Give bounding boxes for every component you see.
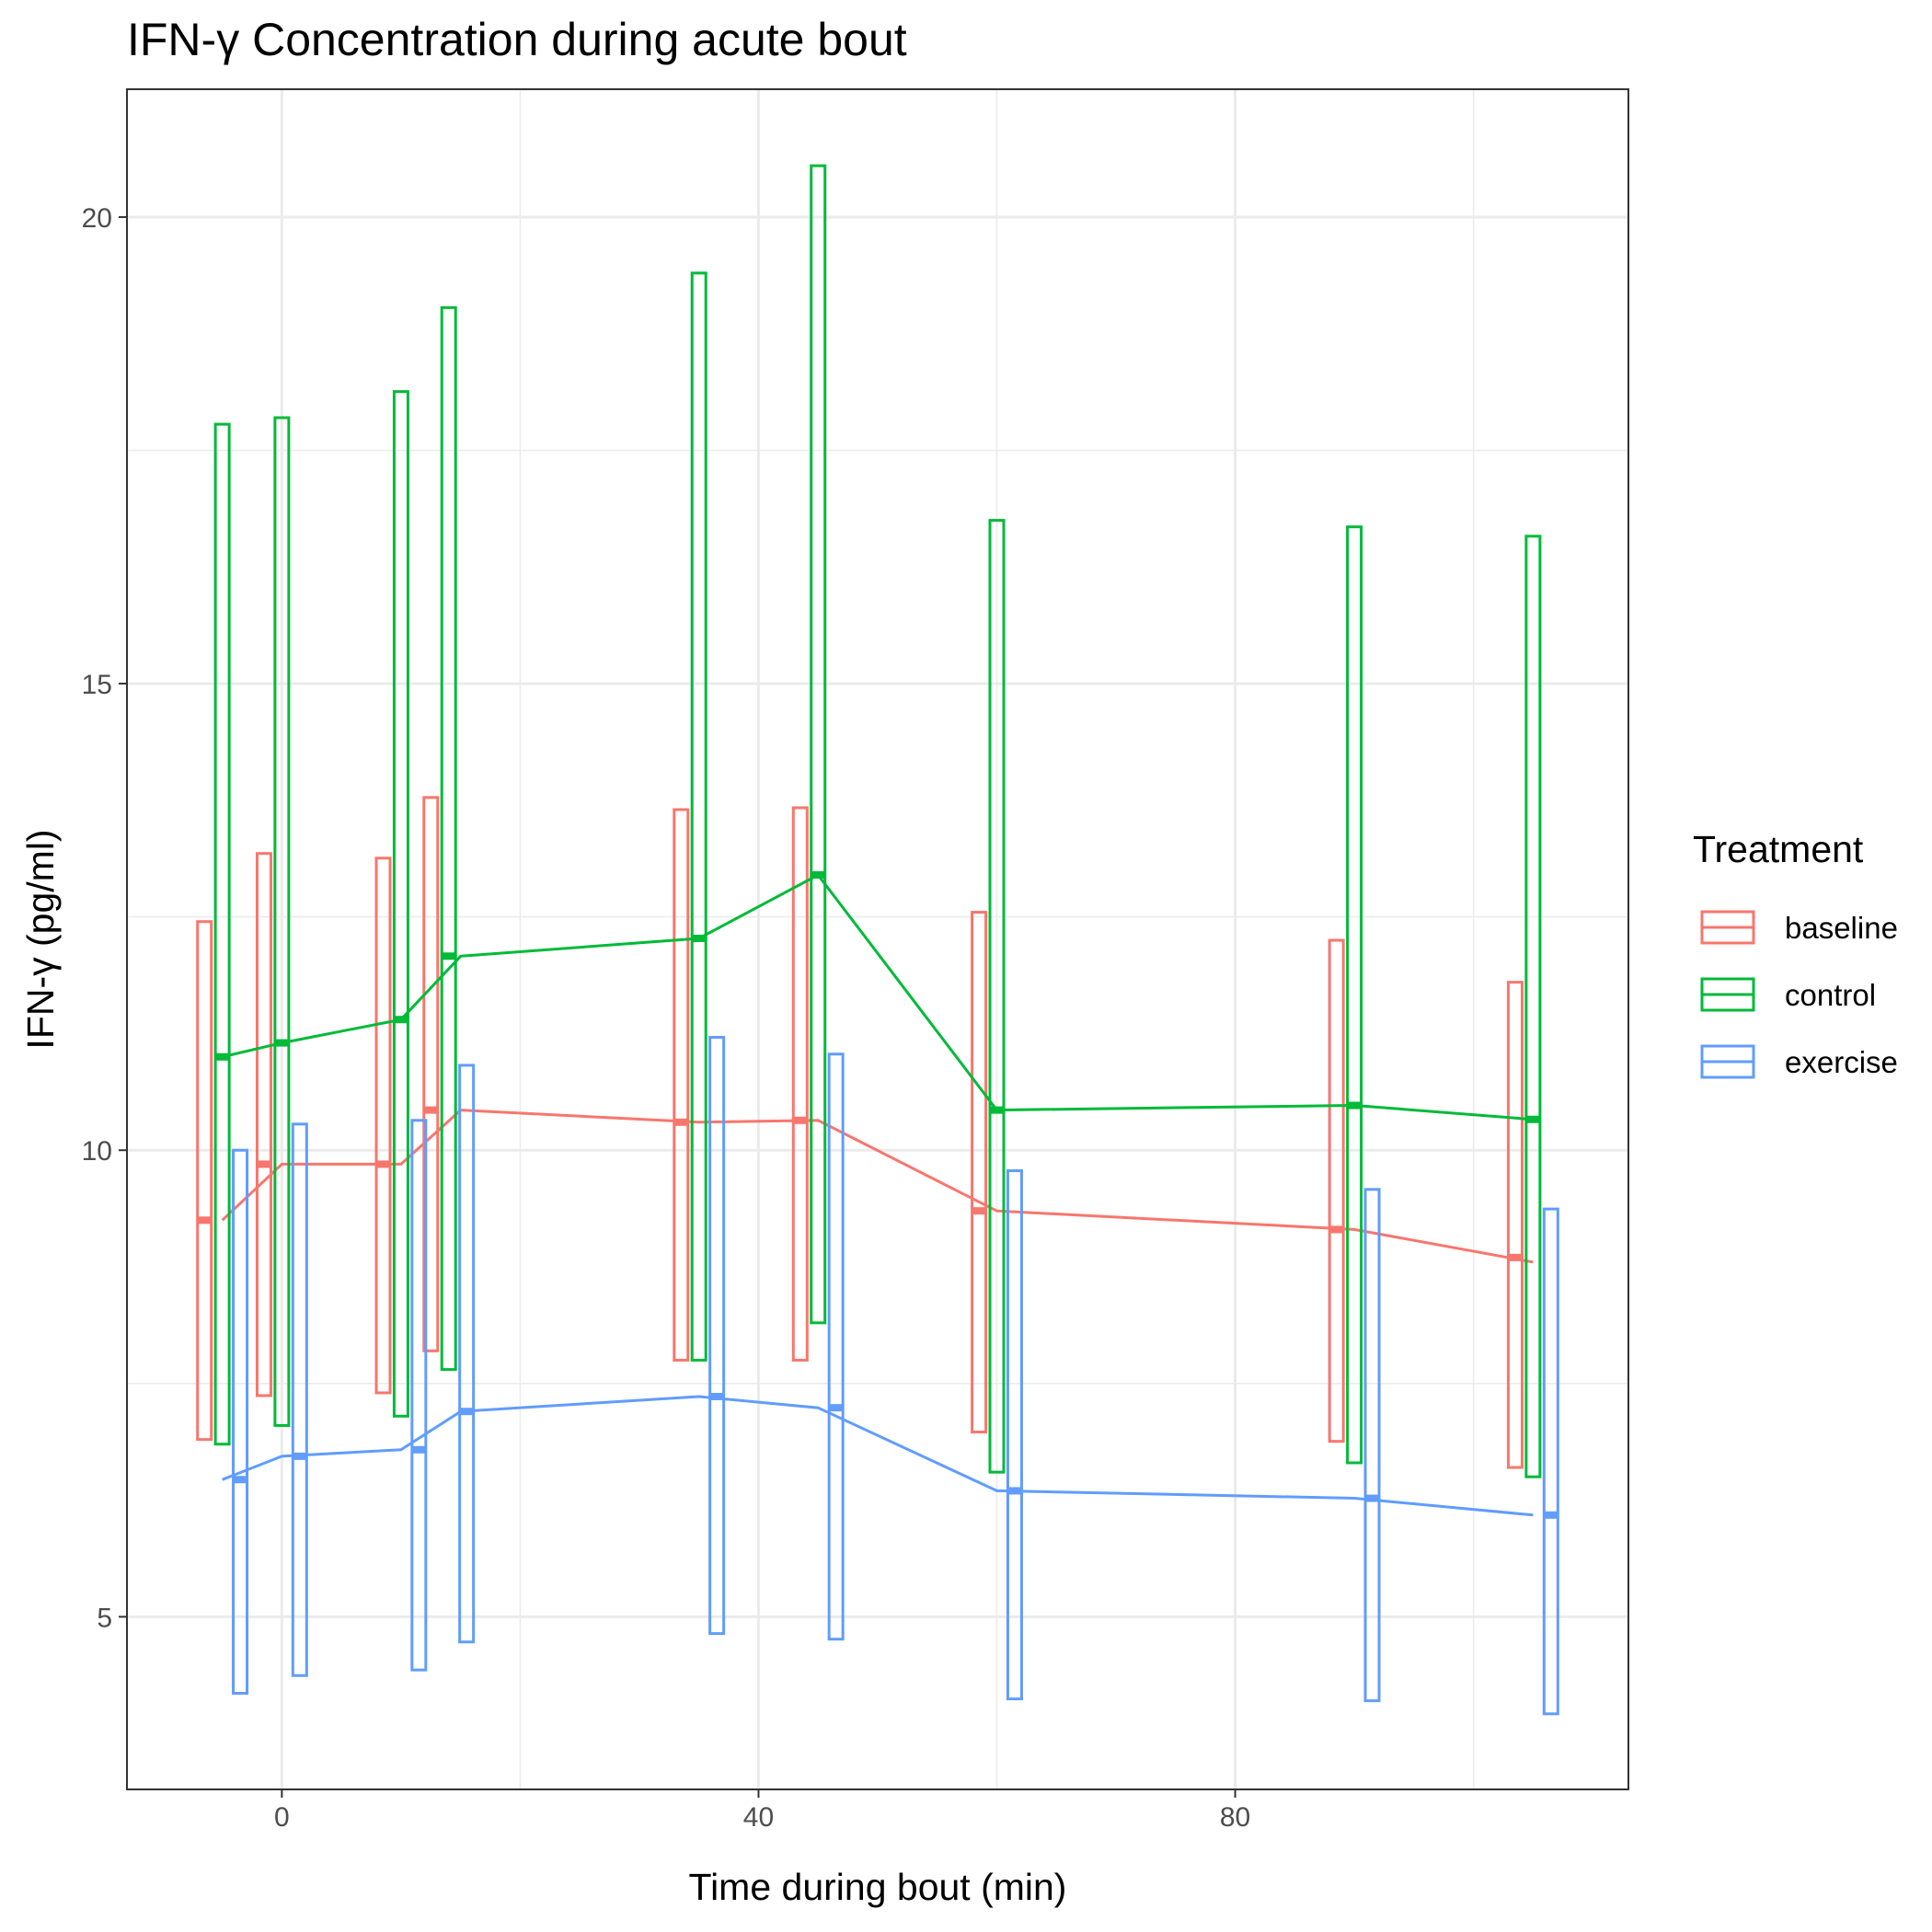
y-tick-label: 5	[97, 1603, 112, 1633]
error-box-control	[810, 164, 827, 1325]
y-tick-label: 15	[82, 670, 112, 700]
error-box-baseline	[196, 920, 213, 1442]
y-tick-label: 10	[82, 1136, 112, 1167]
error-box-baseline	[971, 911, 988, 1434]
error-box-exercise	[232, 1148, 249, 1696]
series-baseline	[196, 796, 1534, 1469]
x-axis-title: Time during bout (min)	[689, 1866, 1067, 1908]
error-box-baseline	[673, 808, 690, 1362]
axes: 0 40 80 5 10 15 20	[82, 203, 1251, 1833]
panel-border	[126, 88, 1629, 1790]
legend-label-exercise: exercise	[1785, 1045, 1898, 1079]
error-box-baseline	[255, 852, 272, 1397]
chart-title: IFN-γ Concentration during acute bout	[127, 14, 907, 65]
plot-area	[196, 164, 1559, 1716]
error-box-exercise	[410, 1119, 428, 1672]
error-box-baseline	[1328, 938, 1345, 1443]
error-box-control	[1346, 525, 1363, 1465]
series-line-exercise	[222, 1395, 1534, 1517]
error-box-control	[273, 416, 291, 1427]
error-box-baseline	[422, 796, 440, 1352]
legend-label-baseline: baseline	[1785, 911, 1898, 945]
series-control	[213, 164, 1542, 1478]
error-box-baseline	[1506, 981, 1524, 1469]
series-line-baseline	[221, 1109, 1534, 1264]
error-box-control	[690, 271, 707, 1362]
error-box-exercise	[1363, 1188, 1381, 1703]
x-tick-label: 0	[274, 1802, 290, 1833]
series-line-control	[222, 873, 1534, 1121]
y-axis-title: IFN-γ (pg/ml)	[19, 829, 62, 1049]
error-box-baseline	[374, 857, 392, 1395]
error-box-exercise	[458, 1064, 476, 1644]
error-box-exercise	[708, 1035, 726, 1636]
error-box-exercise	[291, 1122, 308, 1677]
error-box-control	[1524, 535, 1542, 1478]
error-box-exercise	[1542, 1207, 1559, 1716]
legend-title: Treatment	[1693, 828, 1864, 870]
error-box-control	[392, 390, 409, 1418]
error-box-control	[988, 519, 1006, 1474]
error-box-control	[440, 305, 457, 1372]
y-tick-label: 20	[82, 203, 112, 234]
legend-label-control: control	[1785, 978, 1876, 1012]
error-box-baseline	[791, 806, 809, 1362]
error-box-control	[213, 422, 231, 1446]
error-box-exercise	[827, 1052, 845, 1641]
error-box-exercise	[1006, 1169, 1023, 1701]
series-exercise	[222, 1035, 1559, 1716]
x-tick-label: 80	[1220, 1802, 1250, 1833]
legend: Treatment baseline control exercise	[1693, 828, 1898, 1079]
x-tick-label: 40	[743, 1802, 774, 1833]
